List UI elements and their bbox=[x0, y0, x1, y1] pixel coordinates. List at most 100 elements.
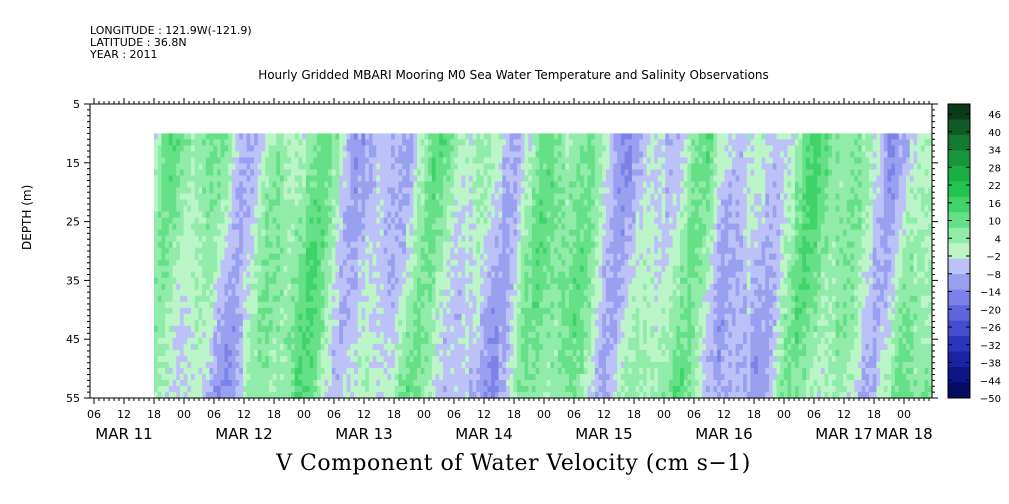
heatmap-cell bbox=[228, 139, 233, 147]
heatmap-cell bbox=[565, 313, 570, 321]
heatmap-cell bbox=[161, 163, 166, 171]
heatmap-cell bbox=[276, 157, 281, 165]
heatmap-cell bbox=[250, 211, 255, 219]
heatmap-cell bbox=[420, 367, 426, 375]
heatmap-cell bbox=[168, 343, 174, 351]
heatmap-cell bbox=[313, 247, 318, 255]
heatmap-cell bbox=[468, 139, 474, 147]
heatmap-cell bbox=[216, 211, 222, 219]
heatmap-cell bbox=[172, 301, 177, 309]
heatmap-cell bbox=[368, 199, 374, 207]
heatmap-cell bbox=[561, 145, 566, 153]
heatmap-cell bbox=[498, 169, 503, 177]
heatmap-cell bbox=[424, 163, 429, 171]
heatmap-cell bbox=[572, 133, 577, 141]
heatmap-cell bbox=[483, 391, 489, 399]
heatmap-cell bbox=[517, 361, 522, 369]
heatmap-cell bbox=[539, 241, 544, 249]
heatmap-cell bbox=[187, 337, 192, 345]
heatmap-cell bbox=[257, 241, 263, 249]
heatmap-cell bbox=[354, 379, 359, 387]
heatmap-cell bbox=[357, 223, 363, 231]
heatmap-cell bbox=[250, 313, 255, 321]
heatmap-cell bbox=[402, 193, 407, 201]
heatmap-cell bbox=[402, 259, 407, 267]
heatmap-cell bbox=[531, 325, 537, 333]
heatmap-cell bbox=[472, 331, 477, 339]
heatmap-cell bbox=[254, 373, 259, 381]
heatmap-cell bbox=[513, 367, 518, 375]
heatmap-cell bbox=[272, 199, 277, 207]
heatmap-cell bbox=[491, 157, 496, 165]
heatmap-cell bbox=[335, 205, 340, 213]
heatmap-cell bbox=[405, 241, 411, 249]
heatmap-cell bbox=[413, 247, 418, 255]
heatmap-cell bbox=[209, 361, 214, 369]
heatmap-cell bbox=[483, 157, 489, 165]
heatmap-cell bbox=[161, 193, 166, 201]
heatmap-cell bbox=[257, 283, 263, 291]
heatmap-cell bbox=[283, 223, 288, 231]
heatmap-cell bbox=[413, 223, 418, 231]
heatmap-cell bbox=[405, 193, 411, 201]
heatmap-cell bbox=[157, 199, 162, 207]
heatmap-cell bbox=[213, 145, 218, 153]
heatmap-cell bbox=[250, 199, 255, 207]
heatmap-cell bbox=[383, 277, 388, 285]
heatmap-cell bbox=[350, 205, 355, 213]
heatmap-cell bbox=[572, 175, 577, 183]
heatmap-cell bbox=[231, 133, 237, 141]
heatmap-cell bbox=[428, 187, 433, 195]
heatmap-cell bbox=[209, 187, 214, 195]
heatmap-cell bbox=[465, 169, 470, 177]
heatmap-cell bbox=[279, 391, 285, 399]
heatmap-cell bbox=[561, 151, 566, 159]
heatmap-cell bbox=[291, 307, 296, 315]
heatmap-cell bbox=[546, 355, 551, 363]
heatmap-cell bbox=[176, 391, 181, 399]
heatmap-cell bbox=[176, 319, 181, 327]
heatmap-cell bbox=[354, 145, 359, 153]
heatmap-cell bbox=[268, 337, 274, 345]
heatmap-cell bbox=[476, 217, 481, 225]
heatmap-cell bbox=[165, 133, 170, 141]
heatmap-cell bbox=[394, 133, 400, 141]
heatmap-cell bbox=[424, 169, 429, 177]
heatmap-cell bbox=[461, 337, 466, 345]
heatmap-cell bbox=[179, 295, 185, 303]
heatmap-cell bbox=[216, 199, 222, 207]
heatmap-cell bbox=[387, 157, 392, 165]
heatmap-cell bbox=[354, 301, 359, 309]
heatmap-cell bbox=[339, 187, 344, 195]
heatmap-cell bbox=[335, 223, 340, 231]
heatmap-cell bbox=[272, 235, 277, 243]
heatmap-cell bbox=[205, 241, 211, 249]
heatmap-cell bbox=[283, 133, 288, 141]
heatmap-cell bbox=[354, 391, 359, 399]
heatmap-cell bbox=[498, 211, 503, 219]
heatmap-cell bbox=[287, 313, 292, 321]
heatmap-cell bbox=[509, 223, 514, 231]
heatmap-cell bbox=[539, 169, 544, 177]
heatmap-cell bbox=[520, 151, 526, 159]
heatmap-cell bbox=[216, 319, 222, 327]
heatmap-cell bbox=[265, 157, 270, 165]
heatmap-cell bbox=[439, 211, 444, 219]
heatmap-cell bbox=[424, 361, 429, 369]
heatmap-cell bbox=[502, 361, 507, 369]
heatmap-cell bbox=[250, 391, 255, 399]
heatmap-cell bbox=[520, 133, 526, 141]
heatmap-cell bbox=[442, 223, 448, 231]
heatmap-cell bbox=[517, 307, 522, 315]
heatmap-cell bbox=[509, 361, 514, 369]
heatmap-cell bbox=[491, 301, 496, 309]
heatmap-cell bbox=[220, 307, 225, 315]
heatmap-cell bbox=[454, 211, 459, 219]
heatmap-cell bbox=[454, 301, 459, 309]
heatmap-cell bbox=[457, 361, 463, 369]
heatmap-cell bbox=[183, 385, 188, 393]
heatmap-cell bbox=[442, 325, 448, 333]
heatmap-cell bbox=[279, 205, 285, 213]
heatmap-cell bbox=[446, 229, 451, 237]
heatmap-cell bbox=[417, 265, 422, 273]
